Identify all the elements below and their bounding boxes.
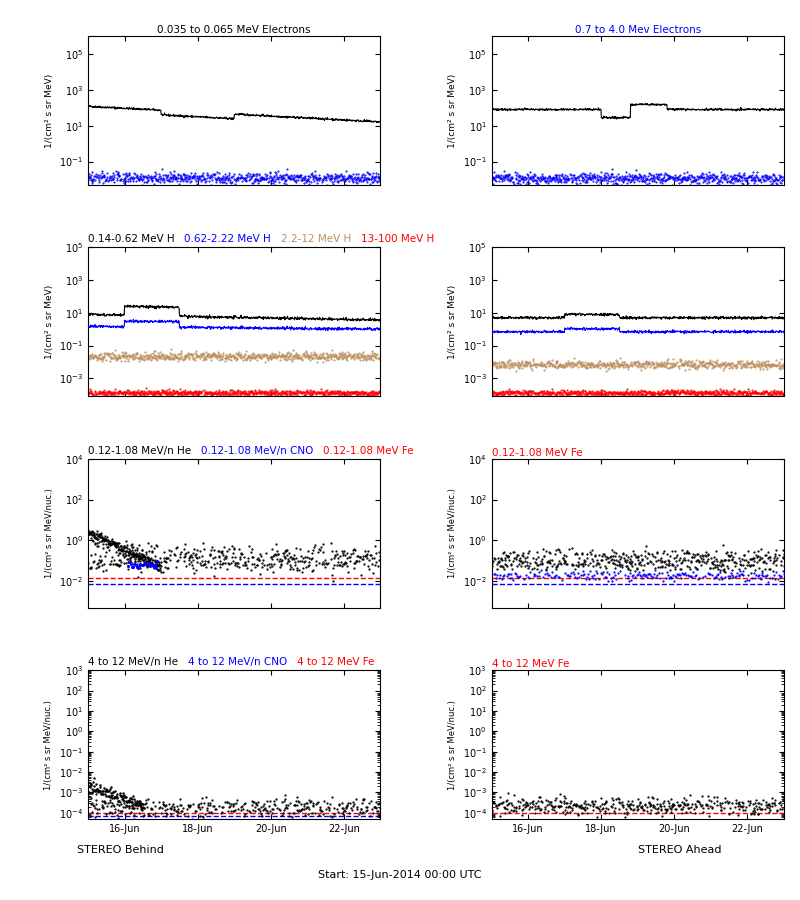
Text: 4 to 12 MeV Fe: 4 to 12 MeV Fe (297, 657, 374, 667)
Text: 4 to 12 MeV/n He: 4 to 12 MeV/n He (88, 657, 188, 667)
Text: 13-100 MeV H: 13-100 MeV H (361, 234, 434, 245)
Text: 0.12-1.08 MeV/n He: 0.12-1.08 MeV/n He (88, 446, 201, 455)
Y-axis label: 1/(cm² s sr MeV/nuc.): 1/(cm² s sr MeV/nuc.) (45, 489, 54, 578)
Y-axis label: 1/(cm² s sr MeV): 1/(cm² s sr MeV) (45, 73, 54, 148)
Text: 4 to 12 MeV/n CNO: 4 to 12 MeV/n CNO (188, 657, 297, 667)
Text: 4 to 12 MeV Fe: 4 to 12 MeV Fe (491, 660, 569, 670)
Text: Start: 15-Jun-2014 00:00 UTC: Start: 15-Jun-2014 00:00 UTC (318, 869, 482, 879)
Y-axis label: 1/(cm² s sr MeV/nuc.): 1/(cm² s sr MeV/nuc.) (448, 489, 458, 578)
Text: 0.12-1.08 MeV/n CNO: 0.12-1.08 MeV/n CNO (201, 446, 323, 455)
Text: 2.2-12 MeV H: 2.2-12 MeV H (281, 234, 361, 245)
Title: 0.035 to 0.065 MeV Electrons: 0.035 to 0.065 MeV Electrons (158, 25, 311, 35)
Text: 0.14-0.62 MeV H: 0.14-0.62 MeV H (88, 234, 184, 245)
Y-axis label: 1/(cm² s sr MeV): 1/(cm² s sr MeV) (448, 284, 457, 359)
Text: 0.12-1.08 MeV Fe: 0.12-1.08 MeV Fe (323, 446, 414, 455)
Title: 0.7 to 4.0 Mev Electrons: 0.7 to 4.0 Mev Electrons (574, 25, 701, 35)
Text: 0.12-1.08 MeV Fe: 0.12-1.08 MeV Fe (491, 448, 582, 458)
Text: 0.62-2.22 MeV H: 0.62-2.22 MeV H (184, 234, 281, 245)
Y-axis label: 1/(cm² s sr MeV/nuc.): 1/(cm² s sr MeV/nuc.) (448, 699, 457, 789)
Y-axis label: 1/(cm² s sr MeV): 1/(cm² s sr MeV) (45, 284, 54, 359)
Text: STEREO Behind: STEREO Behind (77, 845, 163, 855)
Text: STEREO Ahead: STEREO Ahead (638, 845, 722, 855)
Y-axis label: 1/(cm² s sr MeV/nuc.): 1/(cm² s sr MeV/nuc.) (44, 699, 54, 789)
Y-axis label: 1/(cm² s sr MeV): 1/(cm² s sr MeV) (448, 73, 458, 148)
